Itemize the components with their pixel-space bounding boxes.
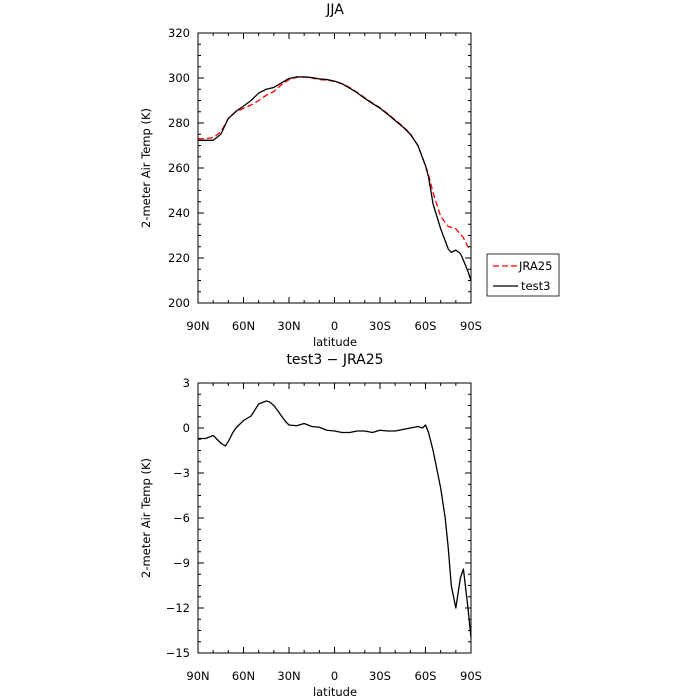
x-tick-label: 60N: [232, 669, 255, 683]
y-tick-label: −15: [166, 646, 190, 660]
y-tick-label: −6: [173, 511, 190, 525]
x-tick-label: 30N: [277, 669, 300, 683]
series-line-difference: [198, 400, 471, 639]
x-tick-label: 60S: [415, 319, 437, 333]
chart-bottom: test3 − JRA25 90N 60N 30N 0 30S 60S 90S −15 −12 −…: [139, 352, 482, 699]
chart-title: JJA: [325, 2, 344, 18]
y-tick-label: 320: [168, 26, 190, 40]
y-tick-label: 200: [168, 296, 190, 310]
legend-label-test3: test3: [521, 279, 550, 293]
y-axis-label: 2-meter Air Temp (K): [139, 108, 153, 228]
y-tick-label: 0: [183, 421, 190, 435]
chart-title: test3 − JRA25: [286, 352, 383, 368]
y-tick-label: 300: [168, 71, 190, 85]
y-tick-label: −3: [173, 466, 190, 480]
y-tick-label: −9: [173, 556, 190, 570]
x-tick-label: 60N: [232, 319, 255, 333]
series-line-test3: [198, 76, 471, 281]
x-axis-label: latitude: [313, 685, 357, 699]
x-tick-label: 30S: [369, 669, 391, 683]
y-tick-label: 3: [183, 376, 190, 390]
series-line-jra25: [198, 76, 471, 250]
y-tick-label: 280: [168, 116, 190, 130]
y-axis-label: 2-meter Air Temp (K): [139, 458, 153, 578]
y-tick-label: 220: [168, 251, 190, 265]
y-tick-label: −12: [166, 601, 190, 615]
legend-box: [486, 253, 560, 297]
legend-label-jra25: JRA25: [518, 259, 552, 273]
x-tick-label: 90S: [460, 669, 482, 683]
chart-top: JJA 90N 60N 30N 0 30S 60S 90S 200 220 240 260 280 30…: [139, 2, 560, 349]
y-tick-label: 260: [168, 161, 190, 175]
y-tick-label: 240: [168, 206, 190, 220]
x-tick-label: 30N: [277, 319, 300, 333]
x-axis-label: latitude: [313, 335, 357, 349]
series-lines: [198, 76, 471, 281]
x-tick-label: 30S: [369, 319, 391, 333]
x-tick-label: 0: [331, 319, 338, 333]
series-lines: [198, 400, 471, 639]
x-tick-label: 0: [331, 669, 338, 683]
x-tick-label: 90N: [186, 319, 209, 333]
x-tick-label: 90N: [186, 669, 209, 683]
plot-frame: [197, 382, 472, 654]
axis-ticks: 90N 60N 30N 0 30S 60S 90S −15 −12 −9 −6 −3 0 3: [166, 376, 482, 683]
legend: JRA25 test3: [486, 253, 560, 297]
x-tick-label: 90S: [460, 319, 482, 333]
x-tick-label: 60S: [415, 669, 437, 683]
axis-ticks: 90N 60N 30N 0 30S 60S 90S 200 220 240 260 280 300 320: [168, 26, 482, 333]
plot-frame: [197, 32, 472, 304]
